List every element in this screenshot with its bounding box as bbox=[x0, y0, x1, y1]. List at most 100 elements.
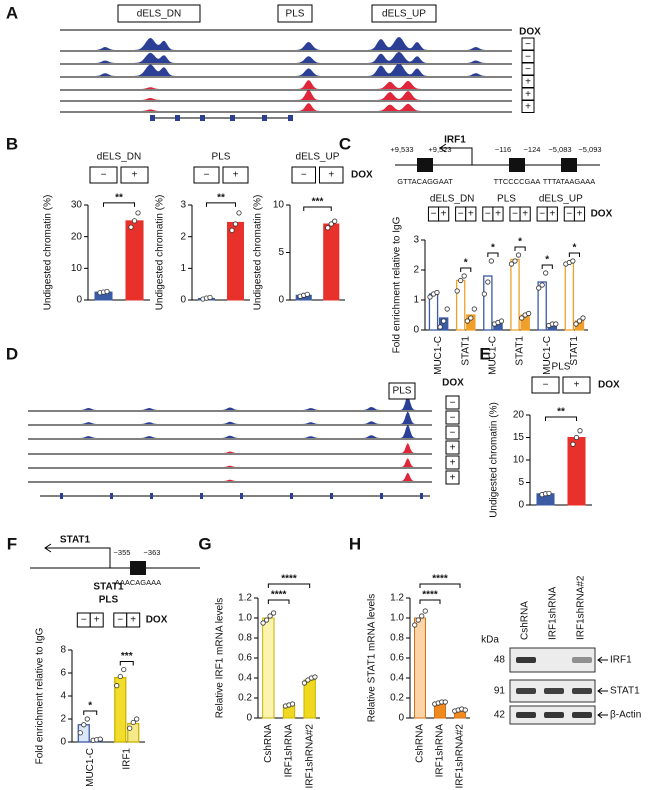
sequence: GTTACAGGAAT bbox=[397, 177, 453, 186]
protein-label: IRF1 bbox=[610, 655, 632, 666]
box bbox=[492, 206, 504, 222]
data-point bbox=[526, 310, 532, 317]
significance-label: * bbox=[464, 258, 468, 269]
data-point bbox=[437, 324, 443, 330]
y-tick-label: 15 bbox=[513, 432, 525, 443]
band bbox=[572, 688, 592, 694]
y-tick-label: 10 bbox=[513, 455, 525, 466]
data-point bbox=[461, 273, 467, 279]
x-tick-label: IRF1shRNA bbox=[435, 724, 446, 778]
treatment-sign: + bbox=[468, 209, 474, 220]
treatment-label: DOX bbox=[146, 615, 168, 626]
coord: −116 bbox=[495, 145, 511, 154]
treatment-sign: − bbox=[525, 64, 531, 75]
track-signal bbox=[28, 472, 432, 481]
chart-title: PLS bbox=[212, 152, 231, 163]
box bbox=[521, 100, 535, 113]
box bbox=[519, 206, 531, 222]
x-tick-label: IRF1shRNA#2 bbox=[455, 724, 466, 789]
mw-label: 42 bbox=[494, 710, 506, 721]
significance-label: **** bbox=[271, 590, 287, 601]
significance-bracket bbox=[267, 583, 311, 588]
panel-letter: B bbox=[6, 134, 18, 153]
panel-letter: C bbox=[339, 134, 351, 153]
data-point bbox=[236, 210, 242, 216]
panel-letter: F bbox=[7, 534, 17, 553]
y-tick-label: 5 bbox=[518, 477, 524, 488]
data-point bbox=[570, 441, 576, 447]
region-label: PLS bbox=[393, 386, 412, 397]
significance-bracket bbox=[460, 267, 472, 272]
region-label: dELS_UP bbox=[382, 9, 426, 20]
exon bbox=[150, 493, 153, 499]
band bbox=[572, 712, 592, 718]
treatment-sign: − bbox=[525, 52, 531, 63]
x-tick-label: IRF1shRNA#2 bbox=[304, 724, 315, 789]
box bbox=[445, 455, 460, 470]
significance-label: ** bbox=[217, 193, 225, 204]
data-point bbox=[576, 318, 583, 324]
significance-label: ** bbox=[557, 407, 565, 418]
data-point bbox=[508, 261, 515, 267]
treatment-sign: + bbox=[450, 473, 456, 484]
y-tick-label: 1.0 bbox=[238, 613, 252, 624]
box bbox=[531, 376, 560, 394]
significance-label: **** bbox=[422, 590, 438, 601]
y-tick-label: 6 bbox=[60, 668, 66, 679]
data-point bbox=[442, 699, 448, 705]
data-point bbox=[289, 701, 296, 707]
data-point bbox=[127, 725, 133, 731]
chart-title: dELS_DN bbox=[97, 152, 141, 163]
band bbox=[516, 688, 536, 694]
data-point bbox=[485, 279, 491, 285]
unit-label: kDa bbox=[481, 635, 499, 646]
exon bbox=[150, 115, 155, 121]
y-tick-label: 0.4 bbox=[390, 673, 404, 684]
significance-bracket bbox=[487, 252, 499, 257]
gene-label: IRF1 bbox=[444, 135, 466, 146]
x-tick-label: MUC1-C bbox=[542, 336, 553, 375]
y-tick-label: 2 bbox=[180, 231, 186, 242]
data-point bbox=[519, 315, 525, 321]
lane-label: IRF1shRNA bbox=[548, 586, 559, 640]
x-tick-label: MUC1-C bbox=[85, 748, 96, 787]
data-point bbox=[412, 622, 418, 628]
y-tick-label: 3 bbox=[180, 200, 186, 211]
exon bbox=[330, 493, 333, 499]
data-point bbox=[577, 428, 583, 434]
track-signal bbox=[28, 396, 432, 410]
y-tick-label: 8 bbox=[60, 645, 66, 656]
y-tick-label: 30 bbox=[71, 200, 83, 211]
bar bbox=[537, 281, 547, 331]
lane-label: IRF1shRNA#2 bbox=[576, 575, 587, 640]
y-axis-label: Relative IRF1 mRNA levels bbox=[215, 598, 226, 719]
track-signal bbox=[60, 63, 512, 76]
y-tick-label: 5 bbox=[278, 247, 284, 258]
significance-bracket bbox=[119, 661, 134, 666]
data-point bbox=[134, 716, 140, 722]
treatment-sign: − bbox=[539, 209, 545, 220]
arrow bbox=[597, 687, 608, 695]
bar bbox=[510, 258, 520, 331]
track-signal bbox=[60, 90, 512, 100]
bar bbox=[455, 279, 466, 331]
band bbox=[572, 657, 592, 663]
track-signal bbox=[28, 411, 432, 424]
data-point bbox=[471, 306, 477, 312]
significance-label: *** bbox=[312, 197, 324, 208]
data-point bbox=[325, 225, 331, 231]
y-tick-label: 2 bbox=[60, 714, 66, 725]
treatment-sign: + bbox=[450, 443, 456, 454]
box bbox=[445, 440, 460, 455]
significance-label: **** bbox=[432, 574, 448, 585]
data-point bbox=[270, 610, 277, 616]
treatment-sign: − bbox=[431, 209, 437, 220]
exon bbox=[200, 493, 203, 499]
x-tick-label: IRF1shRNA bbox=[284, 724, 295, 778]
data-point bbox=[573, 321, 579, 327]
data-point bbox=[263, 617, 270, 623]
data-point bbox=[207, 294, 213, 301]
treatment-label: DOX bbox=[442, 378, 464, 389]
arrow bbox=[597, 711, 608, 719]
y-tick-label: 20 bbox=[513, 410, 525, 421]
